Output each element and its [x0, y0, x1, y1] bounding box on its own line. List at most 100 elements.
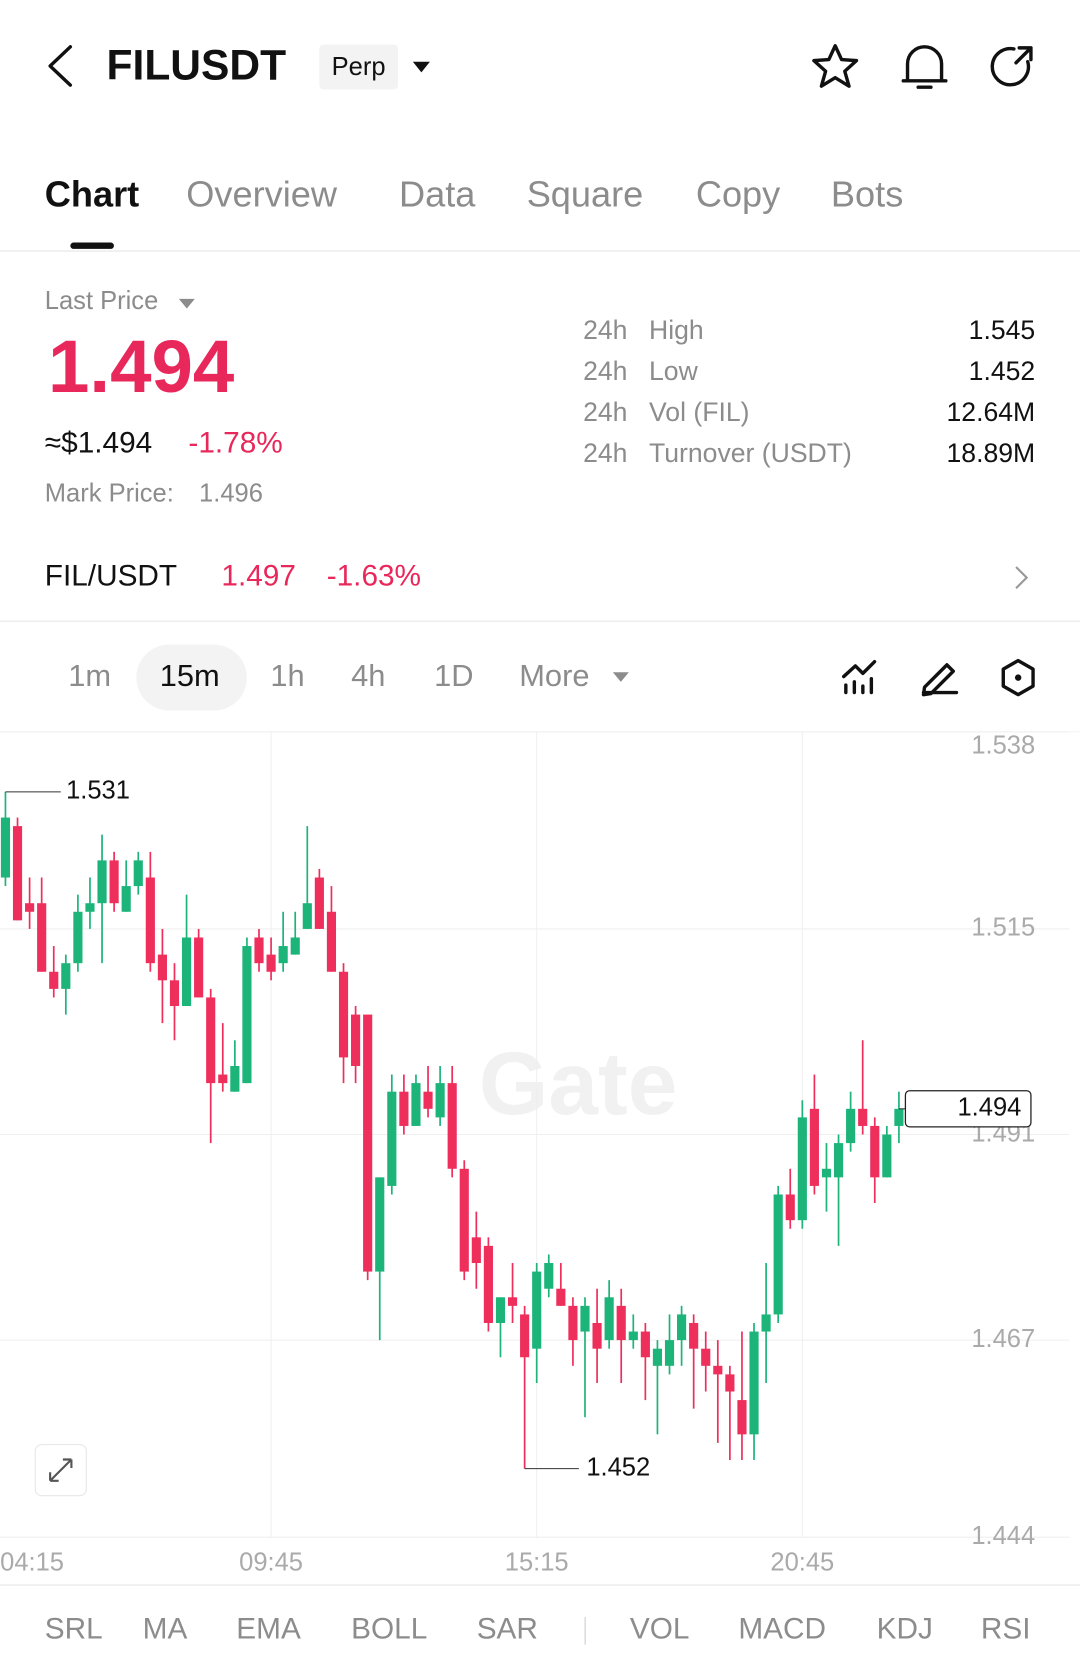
candle-body [616, 1305, 626, 1341]
candle-body [870, 1125, 880, 1178]
candle-body [97, 860, 107, 904]
candle-body [447, 1083, 457, 1169]
last-price-box [904, 1090, 1032, 1128]
interval-bar: 1m 15m 1h 4h 1D More [68, 658, 589, 693]
candle-body [218, 1074, 228, 1084]
candle-body [194, 937, 204, 998]
share-icon[interactable] [990, 46, 1033, 87]
indicator[interactable]: KDJ [877, 1613, 933, 1646]
tab-bar: Chart Overview Data Square Copy Bots [45, 173, 903, 214]
indicator[interactable]: VOL [630, 1613, 690, 1646]
candle-body [61, 963, 71, 989]
stat-value: 1.545 [969, 315, 1036, 345]
candle-body [821, 1168, 832, 1178]
spot-pair[interactable]: FIL/USDT [45, 559, 177, 592]
interval[interactable]: 1m [68, 658, 111, 693]
symbol-dropdown[interactable] [412, 61, 430, 73]
stat-label: Low [649, 356, 699, 386]
indicator[interactable]: RSI [981, 1613, 1031, 1646]
candle-body [495, 1297, 506, 1323]
badge: Perp [332, 53, 386, 81]
price-type-dropdown[interactable] [178, 298, 195, 309]
candle-body [133, 860, 143, 887]
candle-body [556, 1288, 566, 1306]
candle-body [169, 980, 180, 1007]
favorite-icon[interactable] [812, 44, 859, 88]
candle-body [664, 1340, 675, 1366]
more-dropdown[interactable] [612, 672, 629, 682]
tab[interactable]: Overview [186, 173, 338, 214]
interval[interactable]: 15m [160, 658, 220, 693]
last-price-label: Last Price [45, 287, 158, 315]
candle-body [749, 1331, 759, 1435]
x-tick-label: 09:45 [239, 1548, 303, 1576]
indicator[interactable]: SAR [477, 1613, 538, 1646]
stat-period: 24h [583, 438, 627, 468]
y-tick-label: 1.515 [971, 914, 1035, 942]
mark-price-label: Mark Price: [45, 479, 174, 507]
stat-label: Turnover (USDT) [649, 438, 852, 468]
tab[interactable]: Bots [831, 173, 903, 214]
stat-value: 1.452 [969, 356, 1036, 386]
candle-body [109, 860, 119, 904]
spot-chevron[interactable] [1015, 566, 1029, 590]
candle-body [49, 971, 59, 989]
indicator-bar: SRL MA EMA BOLL SAR VOL MACD KDJ RSI [45, 1613, 1031, 1646]
indicator[interactable]: SRL [45, 1613, 103, 1646]
candle-body [544, 1263, 554, 1289]
indicator-icon[interactable] [842, 659, 877, 695]
tab[interactable]: Copy [696, 173, 780, 214]
tab[interactable]: Data [399, 173, 476, 214]
x-tick-label: 04:15 [0, 1548, 64, 1576]
back-button[interactable] [48, 45, 73, 87]
candle-body [206, 997, 216, 1084]
candle-body [85, 903, 95, 912]
symbol: FILUSDT [107, 41, 287, 89]
price-change: -1.78% [188, 427, 282, 460]
interval[interactable]: 1h [270, 658, 304, 693]
candle-body [278, 946, 288, 964]
usd-price: ≈$1.494 [45, 427, 152, 460]
interval[interactable]: 1D [434, 658, 473, 693]
interval[interactable]: 4h [351, 658, 385, 693]
candle-body [181, 937, 192, 1007]
settings-icon[interactable] [1001, 658, 1035, 697]
candle-body [737, 1400, 747, 1435]
candle-body [797, 1117, 807, 1221]
candle-body [423, 1091, 433, 1109]
candle-body [532, 1271, 542, 1349]
candle-body [387, 1091, 397, 1186]
candle-body [785, 1194, 795, 1221]
alert-icon[interactable] [901, 45, 948, 89]
watermark: Gate [479, 1033, 678, 1133]
candle-body [652, 1348, 663, 1366]
candle-body [628, 1331, 638, 1341]
candle-body [592, 1322, 602, 1349]
candle-body [846, 1108, 856, 1144]
tab[interactable]: Square [527, 173, 644, 214]
settings-icon-dot [1014, 674, 1022, 681]
candle-body [833, 1143, 844, 1178]
mark-price: 1.496 [199, 479, 263, 507]
draw-icon[interactable] [921, 663, 959, 697]
candle-body [338, 971, 349, 1058]
stat-period: 24h [583, 397, 627, 427]
candle-body [604, 1297, 614, 1341]
indicator[interactable]: BOLL [351, 1613, 427, 1646]
candle-body [520, 1314, 530, 1358]
indicator[interactable]: MACD [738, 1613, 826, 1646]
candle-body [302, 903, 312, 929]
indicator[interactable]: EMA [236, 1613, 301, 1646]
indicator[interactable]: MA [143, 1613, 188, 1646]
candle-body [894, 1108, 904, 1126]
candle-body [399, 1091, 409, 1126]
candle-body [0, 817, 11, 878]
tab[interactable]: Chart [45, 173, 139, 214]
last-price-label: 1.494 [957, 1094, 1021, 1122]
y-tick-label: 1.467 [971, 1325, 1035, 1353]
candle-body [483, 1245, 493, 1323]
candle-body [701, 1348, 711, 1366]
interval[interactable]: More [519, 658, 589, 693]
